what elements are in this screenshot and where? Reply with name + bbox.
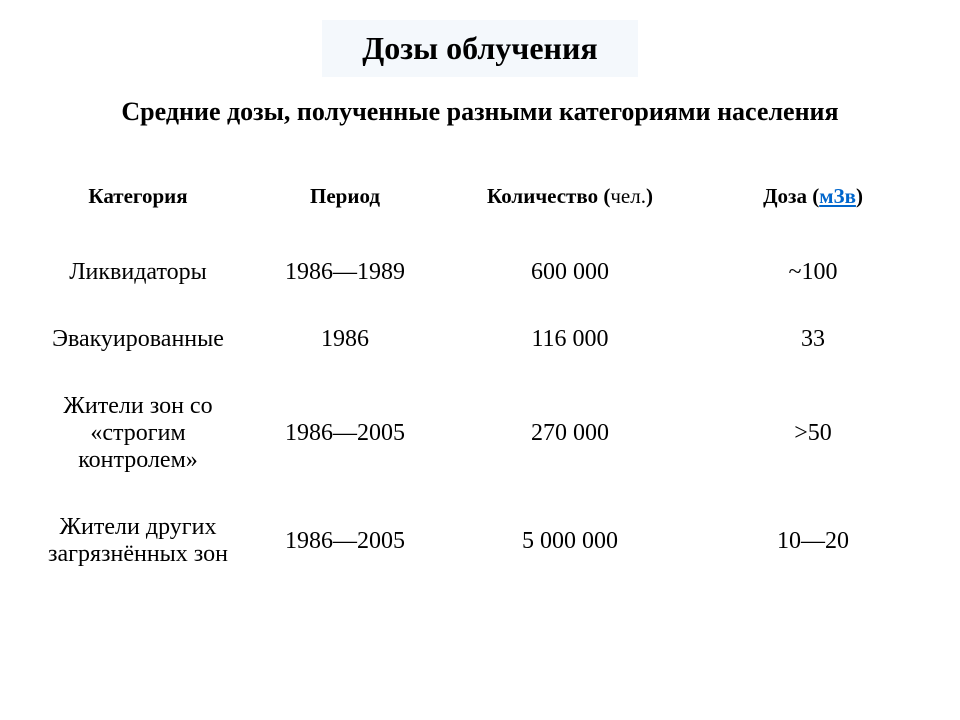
table-row: Жители других загрязнённых зон 1986—2005… <box>30 494 930 588</box>
dose-unit-link[interactable]: мЗв <box>819 184 856 208</box>
header-count: Количество (чел.) <box>444 172 696 239</box>
cell-count: 600 000 <box>444 239 696 306</box>
page-title: Дозы облучения <box>322 20 637 77</box>
cell-period: 1986 <box>246 306 444 373</box>
header-dose: Доза (мЗв) <box>696 172 930 239</box>
cell-period: 1986—2005 <box>246 373 444 494</box>
header-count-suffix: ) <box>646 184 653 208</box>
cell-period: 1986—2005 <box>246 494 444 588</box>
table-header-row: Категория Период Количество (чел.) Доза … <box>30 172 930 239</box>
header-count-prefix: Количество ( <box>487 184 610 208</box>
cell-category: Эвакуированные <box>30 306 246 373</box>
header-dose-suffix: ) <box>856 184 863 208</box>
cell-count: 116 000 <box>444 306 696 373</box>
cell-category: Ликвидаторы <box>30 239 246 306</box>
cell-count: 270 000 <box>444 373 696 494</box>
dose-table: Категория Период Количество (чел.) Доза … <box>30 172 930 588</box>
cell-count: 5 000 000 <box>444 494 696 588</box>
page-subtitle: Средние дозы, полученные разными категор… <box>30 97 930 127</box>
table-row: Жители зон со «строгим контролем» 1986—2… <box>30 373 930 494</box>
cell-dose: >50 <box>696 373 930 494</box>
table-row: Ликвидаторы 1986—1989 600 000 ~100 <box>30 239 930 306</box>
header-count-unit: чел. <box>610 184 646 208</box>
header-dose-prefix: Доза ( <box>763 184 819 208</box>
page-container: Дозы облучения Средние дозы, полученные … <box>0 0 960 720</box>
cell-dose: 33 <box>696 306 930 373</box>
cell-period: 1986—1989 <box>246 239 444 306</box>
title-wrap: Дозы облучения <box>30 20 930 77</box>
cell-category: Жители зон со «строгим контролем» <box>30 373 246 494</box>
cell-dose: 10—20 <box>696 494 930 588</box>
table-row: Эвакуированные 1986 116 000 33 <box>30 306 930 373</box>
header-category: Категория <box>30 172 246 239</box>
cell-dose: ~100 <box>696 239 930 306</box>
header-period: Период <box>246 172 444 239</box>
cell-category: Жители других загрязнённых зон <box>30 494 246 588</box>
